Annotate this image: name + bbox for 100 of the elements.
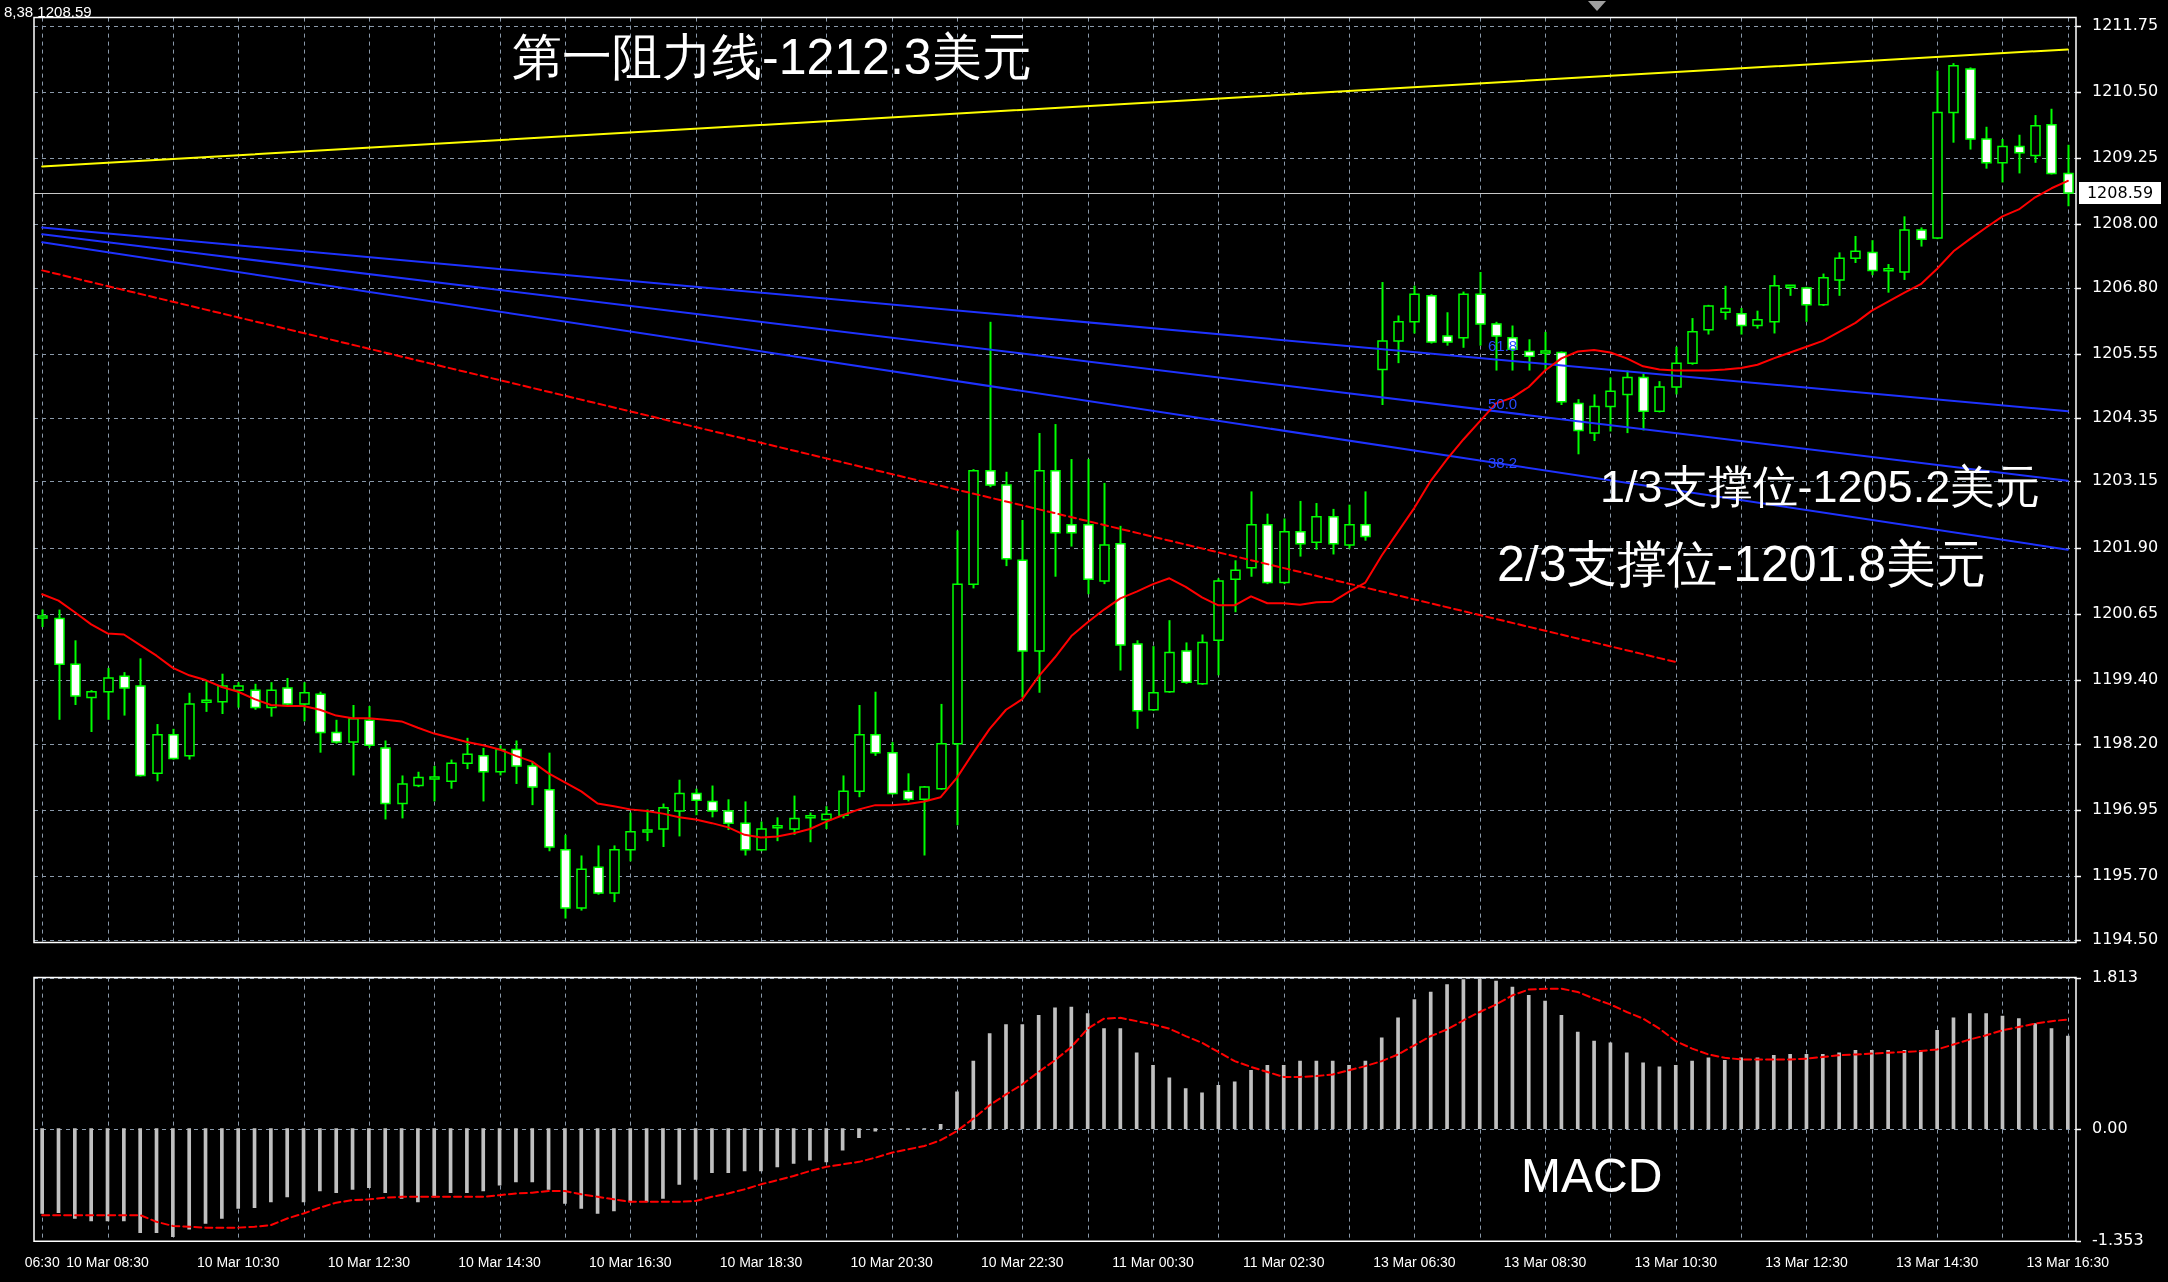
- bar: [1298, 1060, 1302, 1129]
- bar: [1673, 1064, 1678, 1129]
- x-tick-label: 10 Mar 22:30: [981, 1254, 1064, 1271]
- y-tick-label: -1.353: [2092, 1230, 2144, 1250]
- bar: [579, 1128, 584, 1209]
- bar: [2033, 1023, 2037, 1129]
- bar: [1967, 1013, 1972, 1129]
- y-tick-label: 1209.25: [2092, 147, 2159, 167]
- bar: [1428, 991, 1433, 1129]
- y-tick-label: 1210.50: [2092, 80, 2159, 100]
- y-tick-label: 1203.15: [2092, 470, 2159, 490]
- bar: [1918, 1049, 1923, 1129]
- annotation: 8,38 1208.59: [4, 3, 92, 21]
- bar: [171, 1128, 175, 1238]
- y-tick-label: 1200.65: [2092, 602, 2159, 622]
- x-tick-label: 13 Mar 08:30: [1503, 1254, 1587, 1271]
- x-tick-label: 13 Mar 16:30: [2026, 1254, 2110, 1271]
- x-tick-label: 10 Mar 08:30: [66, 1254, 149, 1271]
- line-series: [41, 987, 2069, 1229]
- bar: [1053, 1007, 1057, 1129]
- bar: [1004, 1024, 1008, 1129]
- bar: [1477, 978, 1482, 1129]
- bar: [1575, 1031, 1580, 1129]
- y-tick-label: 1.813: [2092, 966, 2138, 986]
- bar: [1347, 1064, 1351, 1129]
- bar: [1837, 1052, 1841, 1129]
- bar: [1886, 1049, 1890, 1129]
- x-tick-label: 10 Mar 10:30: [196, 1254, 280, 1271]
- bar: [138, 1128, 143, 1233]
- x-tick-label: 10 Mar 12:30: [327, 1254, 411, 1271]
- x-tick-label: 13 Mar 14:30: [1895, 1254, 1979, 1271]
- x-tick-label: 10 Mar 16:30: [589, 1254, 672, 1271]
- bar: [1788, 1054, 1792, 1129]
- bar: [465, 1128, 469, 1193]
- bar: [1379, 1037, 1384, 1129]
- y-tick-label: 1196.95: [2092, 799, 2159, 819]
- bar: [955, 1091, 959, 1129]
- bar: [1869, 1049, 1874, 1129]
- bar: [416, 1128, 420, 1203]
- bar: [775, 1128, 780, 1168]
- bar: [1445, 984, 1449, 1129]
- bar: [1771, 1054, 1776, 1129]
- bar: [808, 1128, 812, 1161]
- bar: [383, 1128, 388, 1193]
- bar: [1935, 1029, 1939, 1129]
- bar: [220, 1128, 224, 1219]
- bar: [122, 1128, 126, 1222]
- bar: [710, 1128, 714, 1174]
- bar: [1183, 1088, 1188, 1129]
- y-tick-label: 1194.50: [2092, 928, 2159, 948]
- y-tick-label: 1211.75: [2092, 14, 2159, 34]
- x-tick-label: 11 Mar 02:30: [1242, 1254, 1325, 1271]
- y-tick-label: 1201.90: [2092, 536, 2159, 556]
- ref-line-label: 1208.59: [2086, 183, 2154, 203]
- bar: [1624, 1052, 1629, 1129]
- bar: [1722, 1059, 1727, 1129]
- bar: [432, 1128, 437, 1198]
- bar: [1592, 1040, 1596, 1129]
- bar: [1396, 1017, 1400, 1129]
- bar: [857, 1128, 861, 1139]
- bar: [285, 1128, 290, 1198]
- bar: [2066, 1035, 2070, 1129]
- x-tick-label: 13 Mar 10:30: [1634, 1254, 1718, 1271]
- bar: [1330, 1060, 1335, 1129]
- y-tick-label: 1198.20: [2092, 732, 2159, 752]
- x-tick-label: 10 Mar 18:30: [719, 1254, 803, 1271]
- y-tick-label: 1199.40: [2092, 669, 2159, 689]
- bar: [1281, 1064, 1286, 1129]
- x-tick-label: 13 Mar 06:30: [1373, 1254, 1456, 1271]
- bar: [628, 1128, 633, 1203]
- bar: [824, 1128, 829, 1163]
- y-tick-label: 1195.70: [2092, 865, 2159, 885]
- bar: [1232, 1081, 1237, 1129]
- y-tick-label: 1205.55: [2092, 343, 2159, 363]
- y-tick-label: 0.00: [2092, 1117, 2128, 1137]
- bar: [1102, 1028, 1106, 1129]
- bar: [1543, 1000, 1547, 1129]
- bar: [1494, 980, 1498, 1129]
- bar: [1249, 1069, 1253, 1129]
- bar: [73, 1128, 77, 1219]
- bar: [563, 1128, 567, 1204]
- bar: [1690, 1060, 1694, 1129]
- x-tick-label: 11 Mar 00:30: [1112, 1254, 1194, 1271]
- bar: [269, 1128, 273, 1203]
- bar: [334, 1128, 339, 1193]
- bar: [759, 1128, 763, 1172]
- bar: [1134, 1052, 1139, 1129]
- x-tick-label: 13 Mar 12:30: [1765, 1254, 1848, 1271]
- x-tick-label: 10 Mar 14:30: [458, 1254, 542, 1271]
- bar: [2016, 1018, 2021, 1129]
- bar: [612, 1128, 616, 1212]
- bar: [1526, 995, 1531, 1129]
- bar: [367, 1128, 371, 1188]
- bar: [1739, 1057, 1743, 1129]
- bar: [1200, 1092, 1204, 1129]
- bar: [318, 1128, 322, 1192]
- bar: [1641, 1062, 1645, 1129]
- bar: [726, 1128, 731, 1174]
- bar: [1820, 1054, 1825, 1129]
- bar: [236, 1128, 241, 1209]
